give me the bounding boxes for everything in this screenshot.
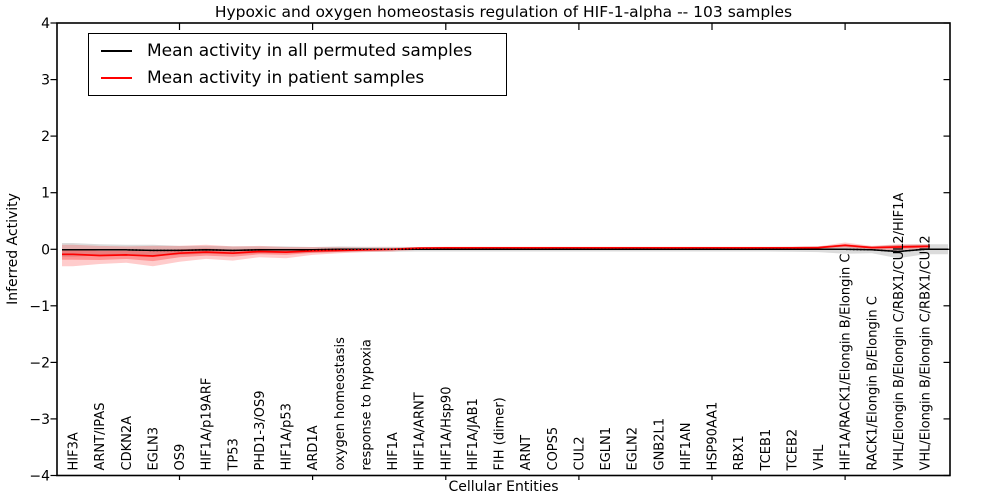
x-tick-label: COPS5 <box>546 427 561 471</box>
x-tick-label: HIF1A/p19ARF <box>200 378 215 471</box>
x-tick-label: EGLN1 <box>599 427 614 471</box>
x-tick-label: HIF1A/ARNT <box>413 392 428 470</box>
permuted-confidence-band <box>62 243 948 259</box>
chart-title: Hypoxic and oxygen homeostasis regulatio… <box>214 3 793 21</box>
x-tick-label: FIH (dimer) <box>493 397 508 470</box>
y-axis-label: Inferred Activity <box>5 193 21 305</box>
x-tick-label: TCEB2 <box>785 429 800 472</box>
x-tick-label: response to hypoxia <box>359 339 374 470</box>
legend-label-permuted: Mean activity in all permuted samples <box>147 40 473 61</box>
legend-label-patient: Mean activity in patient samples <box>147 68 425 89</box>
x-tick-label: PHD1-3/OS9 <box>253 391 268 471</box>
permuted-line-sample-icon <box>101 49 132 52</box>
x-tick-label: oxygen homeostasis <box>333 337 348 471</box>
x-tick-label: GNB2L1 <box>652 418 667 471</box>
x-tick-label: HIF3A <box>67 432 82 470</box>
x-tick-label: ARNT/IPAS <box>93 403 108 471</box>
y-tick-label: −4 <box>29 469 50 485</box>
y-tick-label: −3 <box>29 412 50 428</box>
legend-entry-patient: Mean activity in patient samples <box>89 65 506 91</box>
permuted-mean-dotted-overlay <box>62 248 948 253</box>
x-tick-label: ARNT <box>519 435 534 471</box>
x-tick-label: HIF1A/Hsp90 <box>439 387 454 471</box>
x-tick-label: HIF1A/RACK1/Elongin B/Elongin C <box>839 254 854 471</box>
y-tick-label: 4 <box>41 16 50 32</box>
x-tick-label: TCEB1 <box>759 429 774 472</box>
x-tick-label: ARD1A <box>306 425 321 470</box>
x-tick-label: RBX1 <box>732 435 747 470</box>
x-tick-label: RACK1/Elongin B/Elongin C <box>865 296 880 470</box>
x-tick-label: HIF1A <box>386 432 401 470</box>
x-tick-label: VHL/Elongin B/Elongin C/RBX1/CUL2/HIF1A <box>892 193 907 471</box>
patient-line-sample-icon <box>101 77 132 80</box>
y-tick-label: −1 <box>29 299 50 315</box>
patient-mean-line <box>62 244 930 257</box>
x-axis-label: Cellular Entities <box>448 479 559 495</box>
legend-entry-permuted: Mean activity in all permuted samples <box>89 38 506 64</box>
x-tick-label: HIF1AN <box>679 423 694 471</box>
y-tick-label: −2 <box>29 355 50 371</box>
x-tick-label: OS9 <box>173 444 188 471</box>
x-tick-label: HIF1A/JAB1 <box>466 398 481 470</box>
y-tick-label: 2 <box>41 129 50 145</box>
x-tick-label: HSP90AA1 <box>706 402 721 471</box>
x-tick-label: CUL2 <box>572 436 587 470</box>
x-tick-label: VHL/Elongin B/Elongin C/RBX1/CUL2 <box>919 235 934 470</box>
x-tick-label: CDKN2A <box>120 416 135 471</box>
y-tick-label: 1 <box>41 186 50 202</box>
x-tick-label: EGLN2 <box>626 427 641 471</box>
legend: Mean activity in all permuted samples Me… <box>88 33 507 96</box>
x-tick-label: HIF1A/p53 <box>280 403 295 470</box>
x-tick-label: VHL <box>812 444 827 471</box>
y-tick-label: 3 <box>41 73 50 89</box>
x-tick-label: TP53 <box>226 438 241 471</box>
y-tick-label: 0 <box>41 242 50 258</box>
x-tick-label: EGLN3 <box>146 427 161 471</box>
